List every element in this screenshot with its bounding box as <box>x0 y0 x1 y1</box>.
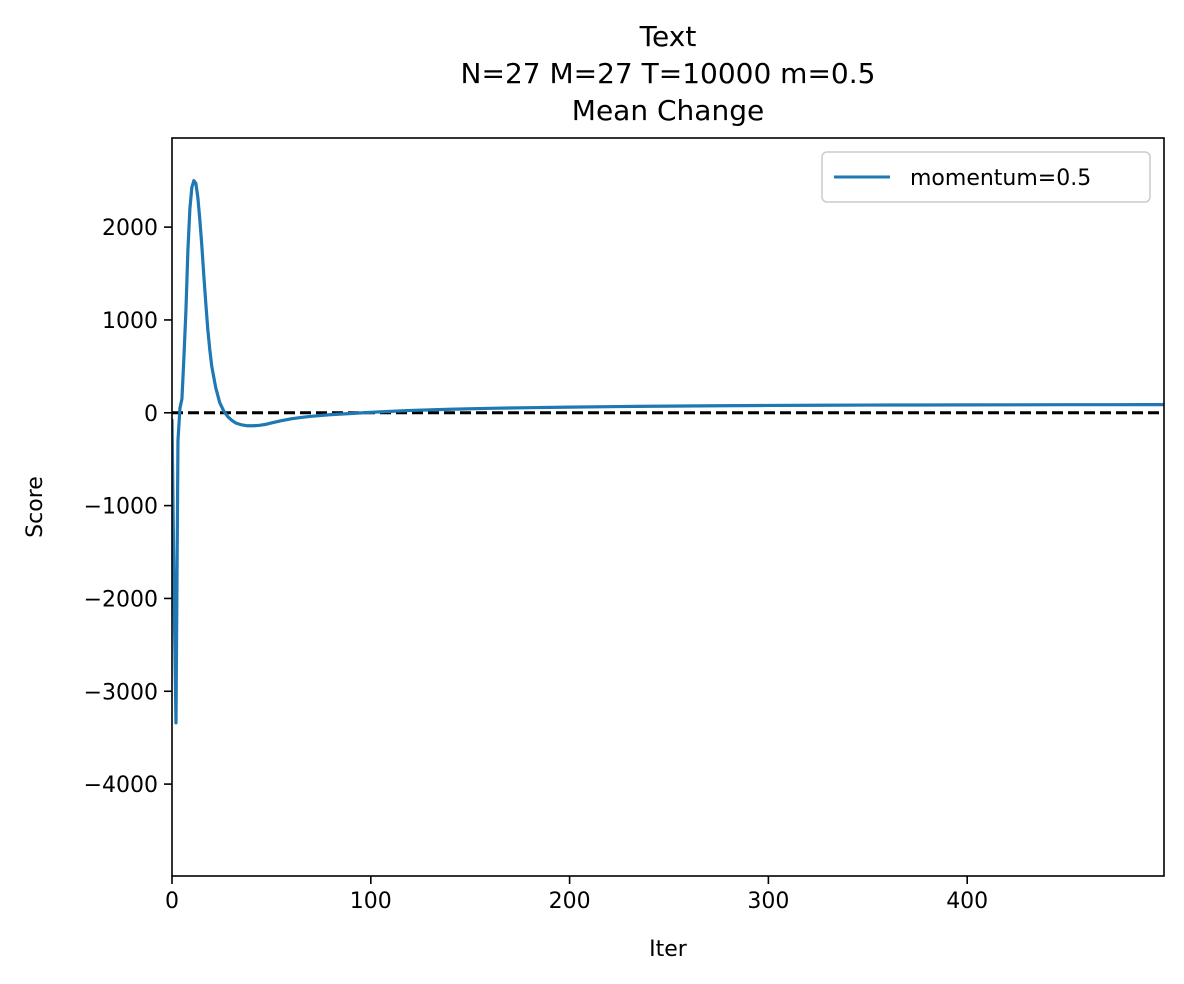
x-tick-label: 300 <box>747 889 789 914</box>
chart-title-line-3: Mean Change <box>572 94 764 127</box>
plot-frame <box>171 137 1165 877</box>
series-line-0 <box>172 179 1164 725</box>
y-tick-label: −1000 <box>84 495 158 520</box>
chart-title: Text N=27 M=27 T=10000 m=0.5 Mean Change <box>461 20 876 127</box>
y-tick-label: −3000 <box>84 680 158 705</box>
legend: momentum=0.5 <box>821 151 1151 203</box>
x-tick-label: 400 <box>946 889 988 914</box>
y-tick-label: −4000 <box>84 773 158 798</box>
y-tick-label: −2000 <box>84 587 158 612</box>
y-tick-label: 0 <box>144 402 158 427</box>
chart-title-line-1: Text <box>639 20 697 53</box>
legend-label-momentum: momentum=0.5 <box>910 166 1091 191</box>
legend-box <box>821 151 1151 203</box>
y-tick-label: 2000 <box>102 216 158 241</box>
x-axis-label: Iter <box>649 937 688 962</box>
axis-ticks: 0 100 200 300 400 −4000 −3000 −2000 −1000 0 1000 20… <box>84 216 989 914</box>
chart-title-line-2: N=27 M=27 T=10000 m=0.5 <box>461 57 876 90</box>
x-tick-label: 0 <box>165 889 179 914</box>
x-tick-label: 100 <box>350 889 392 914</box>
y-tick-label: 1000 <box>102 309 158 334</box>
x-tick-label: 200 <box>549 889 591 914</box>
y-axis-label: Score <box>23 476 48 538</box>
plot-area <box>172 179 1164 725</box>
